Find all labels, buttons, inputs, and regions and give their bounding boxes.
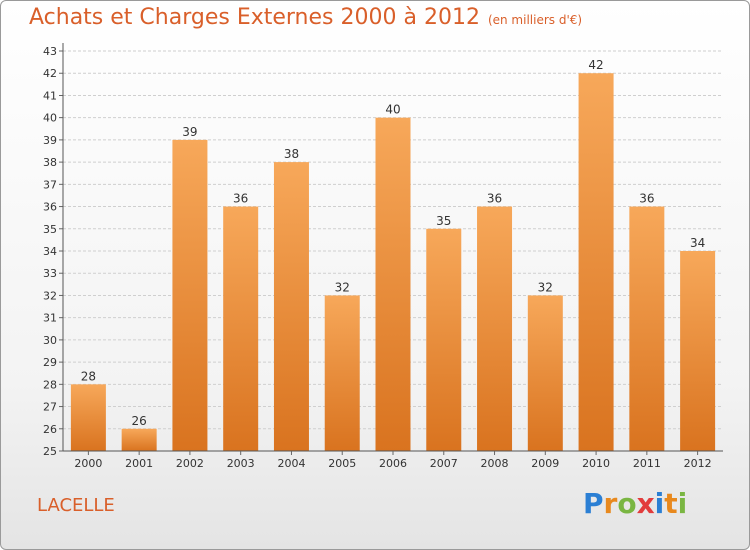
y-tick-label: 36 bbox=[43, 201, 57, 214]
bar bbox=[172, 139, 208, 451]
bar-value-label: 28 bbox=[81, 369, 96, 383]
bar bbox=[629, 206, 665, 451]
bar bbox=[426, 228, 462, 451]
bar-value-label: 40 bbox=[385, 103, 400, 117]
y-tick-label: 34 bbox=[43, 245, 57, 258]
commune-name: LACELLE bbox=[37, 495, 115, 516]
logo-letter: t bbox=[664, 487, 678, 520]
chart-subtitle: (en milliers d'€) bbox=[487, 13, 583, 27]
x-tick-label: 2000 bbox=[74, 457, 102, 470]
bar bbox=[223, 206, 259, 451]
logo-letter: P bbox=[583, 487, 604, 520]
bar-value-label: 36 bbox=[487, 192, 502, 206]
x-tick-label: 2009 bbox=[531, 457, 559, 470]
bar bbox=[477, 206, 513, 451]
bar-value-label: 36 bbox=[639, 192, 654, 206]
x-tick-label: 2001 bbox=[125, 457, 153, 470]
y-tick-label: 32 bbox=[43, 289, 57, 302]
y-tick-label: 37 bbox=[43, 178, 57, 191]
bar-value-label: 32 bbox=[335, 280, 350, 294]
bar-value-label: 42 bbox=[588, 58, 603, 72]
x-tick-label: 2002 bbox=[176, 457, 204, 470]
proxiti-logo: Proxiti bbox=[583, 487, 687, 520]
x-tick-label: 2011 bbox=[633, 457, 661, 470]
x-tick-label: 2012 bbox=[684, 457, 712, 470]
y-tick-label: 41 bbox=[43, 89, 57, 102]
axes: 25 26 27 28 29 30 31 32 33 34 35 36 37 38 39 40 41 42 43 20… bbox=[43, 43, 723, 470]
y-tick-label: 38 bbox=[43, 156, 57, 169]
chart-title: Achats et Charges Externes 2000 à 2012 (e… bbox=[29, 5, 583, 30]
x-tick-label: 2010 bbox=[582, 457, 610, 470]
x-tick-label: 2007 bbox=[430, 457, 458, 470]
logo-letter: i bbox=[677, 487, 688, 520]
x-tick-label: 2003 bbox=[227, 457, 255, 470]
bar-value-label: 32 bbox=[538, 280, 553, 294]
y-tick-label: 31 bbox=[43, 312, 57, 325]
bar bbox=[121, 428, 157, 451]
y-tick-label: 29 bbox=[43, 356, 57, 369]
logo-letter: o bbox=[617, 487, 637, 520]
x-tick-label: 2008 bbox=[481, 457, 509, 470]
bar bbox=[324, 295, 360, 451]
bar-value-label: 38 bbox=[284, 147, 299, 161]
y-tick-label: 39 bbox=[43, 134, 57, 147]
bar-value-label: 35 bbox=[436, 214, 451, 228]
bar bbox=[375, 117, 411, 452]
x-tick-label: 2004 bbox=[277, 457, 305, 470]
bar bbox=[273, 162, 309, 451]
y-tick-label: 35 bbox=[43, 223, 57, 236]
y-tick-label: 26 bbox=[43, 423, 57, 436]
bar bbox=[680, 251, 716, 451]
logo-letter: r bbox=[603, 487, 618, 520]
bar bbox=[527, 295, 563, 451]
y-tick-label: 27 bbox=[43, 401, 57, 414]
bar bbox=[70, 384, 106, 451]
logo-letter: x bbox=[636, 487, 655, 520]
y-tick-label: 42 bbox=[43, 67, 57, 80]
bar-value-label: 39 bbox=[182, 125, 197, 139]
bars: 28 26 39 36 38 32 40 35 36 32 42 36 34 bbox=[70, 58, 716, 452]
y-tick-label: 30 bbox=[43, 334, 57, 347]
bar-value-label: 34 bbox=[690, 236, 705, 250]
y-tick-label: 28 bbox=[43, 378, 57, 391]
y-tick-label: 40 bbox=[43, 112, 57, 125]
y-tick-label: 25 bbox=[43, 445, 57, 458]
logo-letter: i bbox=[654, 487, 665, 520]
x-tick-label: 2006 bbox=[379, 457, 407, 470]
y-tick-label: 43 bbox=[43, 45, 57, 58]
bar bbox=[578, 73, 614, 451]
x-tick-label: 2005 bbox=[328, 457, 356, 470]
bar-value-label: 36 bbox=[233, 192, 248, 206]
bar-value-label: 26 bbox=[132, 414, 147, 428]
y-tick-label: 33 bbox=[43, 267, 57, 280]
